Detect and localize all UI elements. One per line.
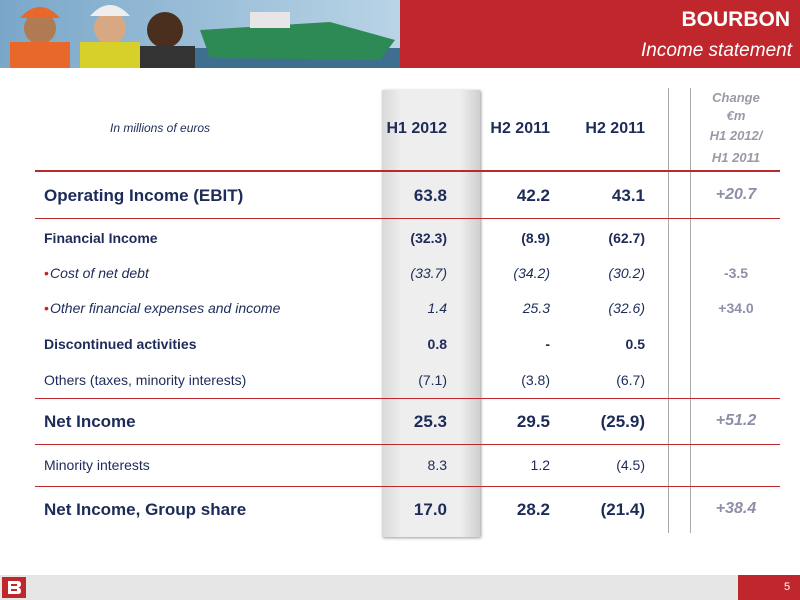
row-label: Financial Income	[44, 230, 158, 246]
cell-value: (25.9)	[600, 412, 645, 431]
brand: BOURBON	[681, 8, 791, 31]
cell-value: 0.5	[625, 336, 645, 352]
change-value: +51.2	[715, 412, 757, 429]
row-label: Net Income	[44, 412, 136, 431]
cell-value: (3.8)	[521, 372, 550, 388]
divider	[668, 88, 669, 533]
column-header: H1 2012	[386, 120, 448, 137]
slide-title: Income statement	[640, 40, 792, 61]
row-label: Others (taxes, minority interests)	[44, 372, 247, 388]
cell-value: 43.1	[611, 186, 645, 205]
cell-value: 42.2	[516, 186, 550, 205]
change-value: +38.4	[715, 500, 757, 517]
cell-value: (30.2)	[608, 265, 645, 281]
page-box	[738, 575, 800, 600]
cell-value: 0.8	[427, 336, 447, 352]
change-value: +20.7	[715, 186, 757, 203]
cell-value: 25.3	[413, 412, 447, 431]
change-value: -3.5	[723, 265, 749, 281]
column-header: H2 2011	[585, 120, 645, 137]
column-header: H2 2011	[490, 120, 550, 137]
change-header: Change	[712, 90, 760, 105]
cell-value: (6.7)	[616, 372, 645, 388]
row-label: Minority interests	[44, 457, 150, 473]
unit-note: In millions of euros	[110, 121, 211, 135]
cell-value: 17.0	[413, 500, 447, 519]
page-number: 5	[784, 581, 791, 593]
highlight-column	[382, 90, 480, 537]
rule	[35, 218, 780, 219]
cell-value: (32.3)	[410, 230, 447, 246]
row-label: Cost of net debt	[50, 265, 149, 281]
cell-value: 8.3	[427, 457, 447, 473]
row-label: Net Income, Group share	[44, 500, 247, 519]
bullet: •	[44, 300, 49, 316]
cell-value: (62.7)	[608, 230, 645, 246]
change-value: +34.0	[718, 300, 754, 316]
cell-value: (32.6)	[608, 300, 645, 316]
footer-bar	[0, 575, 800, 600]
row-label: Other financial expenses and income	[50, 300, 281, 316]
cell-value: 29.5	[516, 412, 550, 431]
header-photo	[0, 0, 400, 68]
cell-value: 28.2	[516, 500, 550, 519]
cell-value: (21.4)	[600, 500, 645, 519]
header-band	[400, 0, 800, 68]
change-header: H1 2011	[711, 150, 761, 165]
cell-value: 1.4	[427, 300, 447, 316]
footer-logo	[2, 577, 26, 598]
cell-value: 25.3	[522, 300, 550, 316]
rule	[35, 444, 780, 445]
change-header: H1 2012/	[709, 128, 763, 143]
cell-value: -	[545, 336, 550, 352]
rule	[35, 398, 780, 399]
row-label: Discontinued activities	[44, 336, 197, 352]
row-label: Operating Income (EBIT)	[44, 186, 244, 205]
change-header: €m	[726, 108, 746, 123]
cell-value: 1.2	[530, 457, 550, 473]
rule	[35, 170, 780, 172]
cell-value: 63.8	[413, 186, 447, 205]
cell-value: (7.1)	[418, 372, 447, 388]
cell-value: (34.2)	[513, 265, 550, 281]
cell-value: (8.9)	[521, 230, 550, 246]
cell-value: (33.7)	[410, 265, 447, 281]
cell-value: (4.5)	[616, 457, 645, 473]
bullet: •	[44, 265, 49, 281]
rule	[35, 486, 780, 487]
divider	[690, 88, 691, 533]
